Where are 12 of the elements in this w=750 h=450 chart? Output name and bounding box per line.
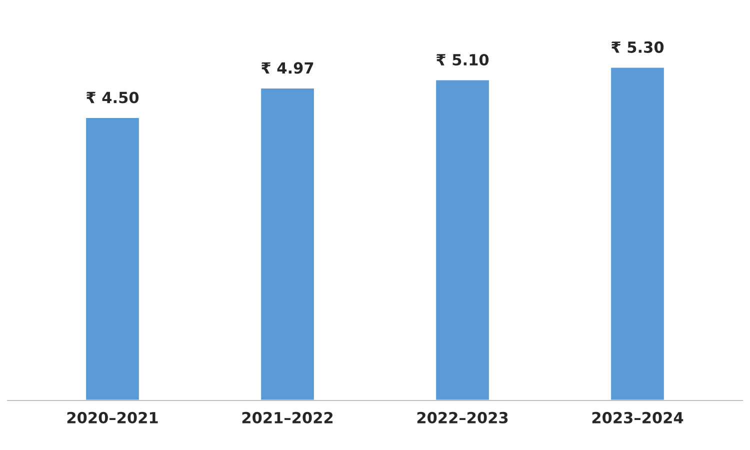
bar [610,66,666,400]
x-tick-label: 2022–2023 [417,412,508,424]
data-label: ₹ 5.10 [436,54,489,66]
data-label: ₹ 4.50 [86,92,139,104]
data-label: ₹ 5.30 [611,41,664,53]
x-tick-label: 2023–2024 [592,412,684,424]
data-label: ₹ 4.97 [261,62,314,74]
x-tick-label: 2020–2021 [67,412,158,424]
bar [84,116,140,400]
bar [260,87,316,400]
bar [434,78,490,400]
x-tick-label: 2021–2022 [242,412,333,424]
